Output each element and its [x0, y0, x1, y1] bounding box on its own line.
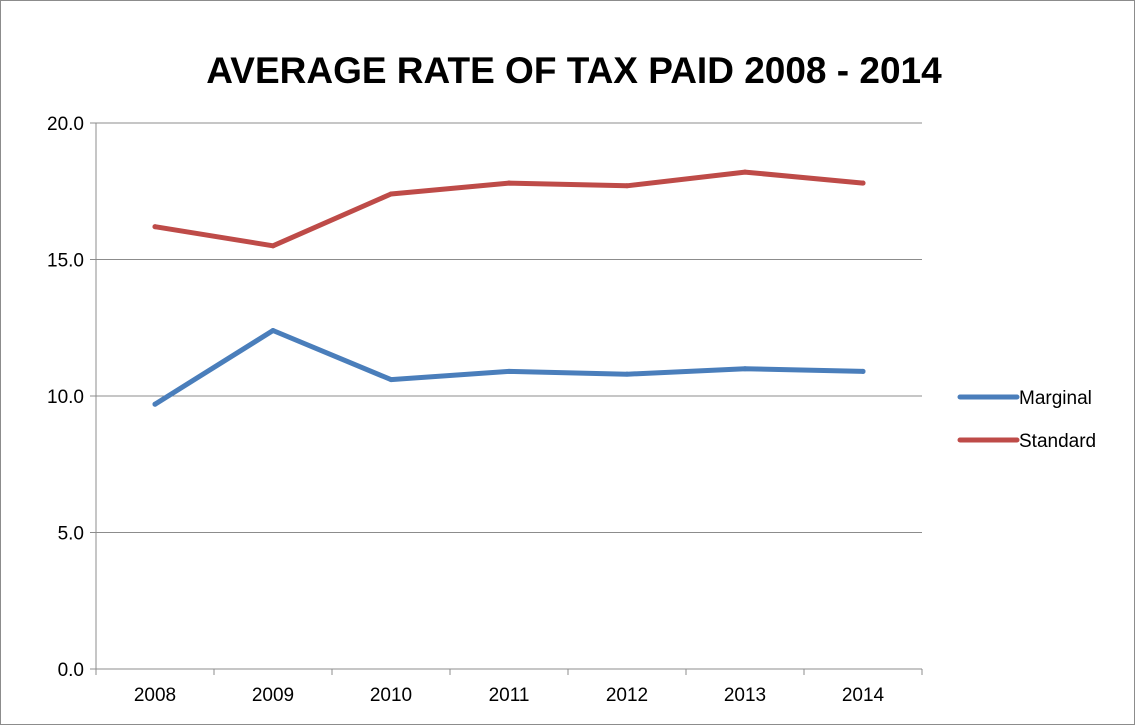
y-tick-label: 20.0	[47, 114, 84, 135]
data-point-standard	[860, 180, 866, 186]
legend-label-marginal: Marginal	[1019, 388, 1092, 409]
series-line-marginal	[152, 328, 866, 407]
chart-title: AVERAGE RATE OF TAX PAID 2008 - 2014	[206, 50, 942, 91]
data-point-standard	[624, 183, 630, 189]
y-tick-label: 15.0	[47, 251, 84, 272]
data-point-marginal	[506, 368, 512, 374]
x-tick-label: 2009	[252, 685, 294, 706]
data-point-marginal	[742, 366, 748, 372]
x-tick-label: 2010	[370, 685, 412, 706]
data-point-standard	[742, 169, 748, 175]
data-point-marginal	[624, 371, 630, 377]
x-axis-tick-labels: 2008 2009 2010 2011 2012 2013 2014	[134, 685, 885, 706]
y-tick-label: 10.0	[47, 387, 84, 408]
gridlines	[96, 122, 922, 533]
x-tick-label: 2008	[134, 685, 176, 706]
x-tick-label: 2012	[606, 685, 648, 706]
data-point-marginal	[860, 368, 866, 374]
y-axis-tick-labels: 0.0 5.0 10.0 15.0 20.0	[47, 114, 84, 681]
y-tick-label: 0.0	[58, 660, 84, 681]
x-tick-label: 2014	[842, 685, 885, 706]
data-point-standard	[270, 243, 276, 249]
data-point-standard	[152, 224, 158, 230]
axes	[90, 122, 923, 675]
data-point-standard	[506, 180, 512, 186]
legend-label-standard: Standard	[1019, 431, 1096, 452]
data-point-standard	[388, 191, 394, 197]
legend: Marginal Standard	[957, 388, 1096, 452]
series-lines	[152, 169, 866, 407]
x-tick-label: 2011	[489, 685, 530, 706]
data-point-marginal	[270, 327, 276, 333]
data-point-marginal	[388, 377, 394, 383]
data-point-marginal	[152, 401, 158, 407]
x-tick-label: 2013	[724, 685, 766, 706]
y-tick-label: 5.0	[58, 524, 84, 545]
